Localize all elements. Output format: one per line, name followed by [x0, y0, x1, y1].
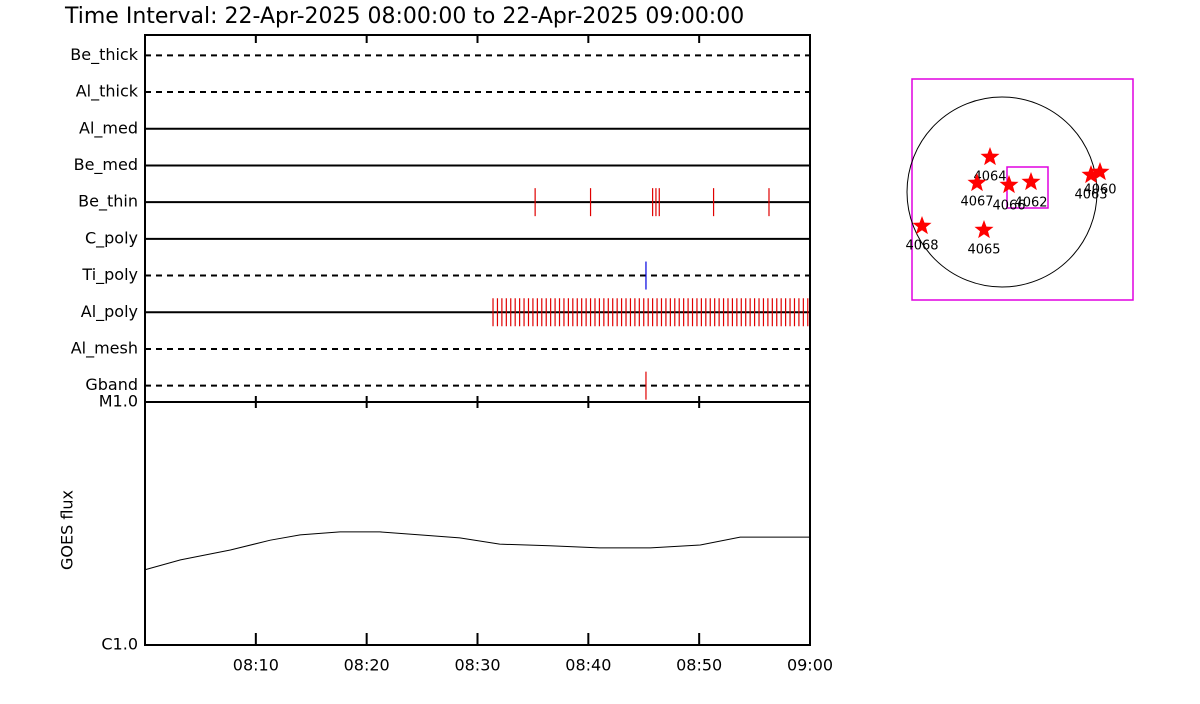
y-axis-label: GOES flux — [58, 490, 77, 570]
region-label: 4065 — [967, 243, 1000, 258]
goes-curve — [144, 531, 810, 571]
region-star — [1081, 165, 1101, 184]
region-star — [1090, 162, 1110, 181]
region-star — [1021, 172, 1041, 191]
region-star — [999, 175, 1019, 194]
filter-label: Be_med — [74, 155, 138, 175]
x-tick-label: 08:20 — [344, 656, 390, 675]
map-frame — [911, 78, 1134, 301]
title: Time Interval: 22-Apr-2025 08:00:00 to 2… — [64, 4, 744, 29]
filter-label: Be_thick — [70, 45, 138, 65]
y-tick-label: M1.0 — [99, 392, 138, 411]
region-label: 4066 — [992, 199, 1025, 214]
x-tick-label: 08:50 — [676, 656, 722, 675]
filter-label: Al_poly — [81, 302, 138, 322]
region-label: 4063 — [1074, 188, 1107, 203]
filter-label: Al_mesh — [71, 338, 138, 358]
region-star — [974, 220, 994, 239]
goes-panel — [144, 401, 811, 646]
x-tick-label: 08:10 — [233, 656, 279, 675]
filter-label: Be_thin — [78, 192, 138, 212]
x-tick-label: 08:30 — [454, 656, 500, 675]
x-tick-label: 08:40 — [565, 656, 611, 675]
x-tick-label: 09:00 — [787, 656, 833, 675]
region-label: 4067 — [960, 195, 993, 210]
region-star — [967, 173, 987, 192]
region-star — [912, 216, 932, 235]
region-label: 4062 — [1014, 196, 1047, 211]
filter-label: Ti_poly — [81, 265, 138, 285]
filter-label: Al_med — [79, 118, 138, 138]
region-label: 4060 — [1083, 183, 1116, 198]
filter-label: Gband — [85, 375, 138, 394]
event-panel — [144, 34, 811, 403]
solar-disk — [906, 96, 1098, 288]
y-tick-label: C1.0 — [101, 635, 138, 654]
filter-label: C_poly — [85, 228, 138, 248]
region-label: 4068 — [905, 239, 938, 254]
region-star — [980, 147, 1000, 166]
filter-label: Al_thick — [76, 82, 139, 102]
